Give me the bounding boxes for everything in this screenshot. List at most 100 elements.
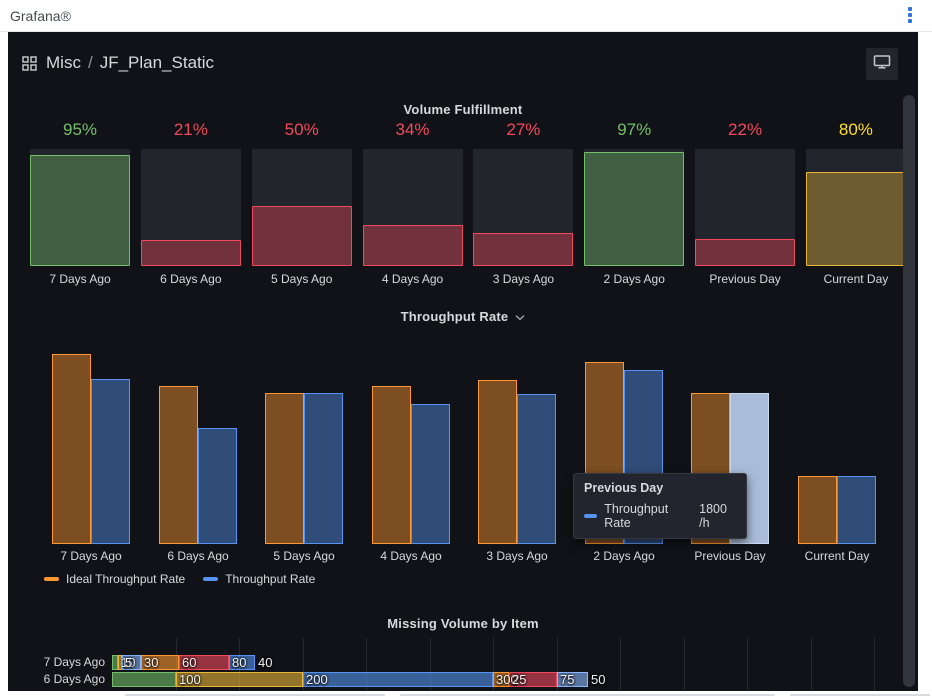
bar-ideal-throughput-rate-current-day[interactable] [798,476,837,544]
gauge-category-label: 6 Days Ago [160,272,222,286]
x-axis-label: 6 Days Ago [167,549,229,563]
gridline [430,638,431,691]
gauge-category-label: 7 Days Ago [49,272,111,286]
gauge-value: 50% [284,120,319,139]
kebab-dot [908,19,912,23]
breadcrumb-folder[interactable]: Misc [46,53,81,72]
bar-ideal-throughput-rate-5-days-ago[interactable] [265,393,304,544]
chart-tooltip: Previous Day Throughput Rate 1800 /h [573,473,747,539]
legend-dash-icon [44,577,59,581]
segment-light_blue[interactable] [122,655,141,670]
bar-gauge-5-days-ago[interactable]: 50% 5 Days Ago [251,120,352,286]
legend-item-throughput-rate[interactable]: Throughput Rate [203,572,315,586]
bar-throughput-rate-3-days-ago[interactable] [517,394,556,544]
gauge-category-label: 2 Days Ago [603,272,665,286]
gauge-value: 27% [506,120,541,139]
gauge-category-label: Current Day [823,272,889,286]
gauge-value: 97% [617,120,652,139]
gauge-value: 34% [395,120,430,139]
bar-ideal-throughput-rate-4-days-ago[interactable] [372,386,411,544]
segment-red[interactable] [509,672,557,687]
next-panel-edge [125,694,385,696]
bar-gauge-previous-day[interactable]: 22% Previous Day [695,120,796,286]
segment-value-label: 5 [125,655,133,670]
segment-value-label: 75 [560,672,575,687]
bar-throughput-rate-4-days-ago[interactable] [411,404,450,544]
gauge-value: 80% [838,120,873,139]
bar-throughput-rate-6-days-ago[interactable] [198,428,237,544]
gauge-fill [584,152,685,266]
gridline [557,638,558,691]
gauge-track [251,149,352,266]
segment-blue[interactable] [303,672,493,687]
segment-value-label: 50 [591,672,606,687]
dashboard-scrollbar[interactable] [903,95,915,687]
legend-item-ideal-throughput-rate[interactable]: Ideal Throughput Rate [44,572,185,586]
segment-value-label: 30 [144,655,159,670]
bar-gauge-2-days-ago[interactable]: 97% 2 Days Ago [584,120,685,286]
chevron-down-icon[interactable] [515,309,525,324]
bar-throughput-rate-5-days-ago[interactable] [304,393,343,544]
tooltip-series-dash-icon [584,514,598,518]
gauge-track [30,149,130,266]
bar-gauge-4-days-ago[interactable]: 34% 4 Days Ago [362,120,463,286]
gridline [303,638,304,691]
bar-throughput-rate-current-day[interactable] [837,476,876,544]
bar-gauge-6-days-ago[interactable]: 21% 6 Days Ago [140,120,241,286]
bar-ideal-throughput-rate-6-days-ago[interactable] [159,386,198,544]
panel-title-volume-fulfillment: Volume Fulfillment [403,102,523,117]
segment-value-label: 200 [306,672,328,687]
bar-ideal-throughput-rate-3-days-ago[interactable] [478,380,517,544]
gauge-track [584,149,685,266]
throughput-rate-chart [8,343,918,544]
gauge-category-label: 5 Days Ago [271,272,333,286]
gridline [620,638,621,691]
segment-value-label: 100 [179,672,201,687]
panel-title-throughput-rate[interactable]: Throughput Rate [8,309,918,324]
segment-light_blue[interactable] [557,672,588,687]
x-axis-label: 4 Days Ago [380,549,442,563]
bar-gauge-3-days-ago[interactable]: 27% 3 Days Ago [473,120,574,286]
legend-label: Ideal Throughput Rate [66,572,186,586]
segment-green[interactable] [112,655,118,670]
bar-gauge-7-days-ago[interactable]: 95% 7 Days Ago [30,120,130,286]
segment-orange[interactable] [141,655,179,670]
gauge-track [805,149,906,266]
tv-kiosk-mode-button[interactable] [866,48,898,80]
stacked-bar-6-days-ago[interactable] [112,672,588,687]
breadcrumb: Misc / JF_Plan_Static [46,53,214,73]
panel-title-missing-volume: Missing Volume by Item [387,616,539,631]
row-label: 6 Days Ago [43,672,105,686]
segment-yellow[interactable] [176,672,303,687]
gauge-category-label: Previous Day [709,272,781,286]
gridline [811,638,812,691]
bar-gauge-current-day[interactable]: 80% Current Day [805,120,906,286]
gauge-track [362,149,463,266]
gauge-category-label: 4 Days Ago [381,272,444,286]
gauge-value: 95% [62,120,98,139]
bar-throughput-rate-7-days-ago[interactable] [91,379,130,544]
kebab-dot [908,7,912,11]
panel-title-text: Throughput Rate [400,309,509,324]
segment-value-label: 40 [258,655,273,670]
gauge-track [473,149,574,266]
x-axis-label: 7 Days Ago [60,549,122,563]
stacked-bar-7-days-ago[interactable] [112,655,255,670]
segment-red[interactable] [179,655,229,670]
row-label: 7 Days Ago [43,655,105,669]
bar-ideal-throughput-rate-7-days-ago[interactable] [52,354,91,544]
segment-orange[interactable] [493,672,509,687]
volume-fulfillment-gauges: 95% 7 Days Ago 21% 6 Days Ago 50% 5 Days Ago 3… [30,120,906,286]
segment-green[interactable] [112,672,176,687]
segment-blue[interactable] [229,655,255,670]
tooltip-series-label: Throughput Rate [604,502,669,530]
gauge-track [140,149,241,266]
breadcrumb-dashboard-title[interactable]: JF_Plan_Static [99,53,215,72]
kebab-menu-icon[interactable] [908,7,913,25]
x-axis-label: 5 Days Ago [273,549,335,563]
legend-dash-icon [203,577,219,581]
segment-yellow[interactable] [118,655,122,670]
tooltip-title: Previous Day [584,481,664,495]
gauge-value: 22% [728,120,763,139]
